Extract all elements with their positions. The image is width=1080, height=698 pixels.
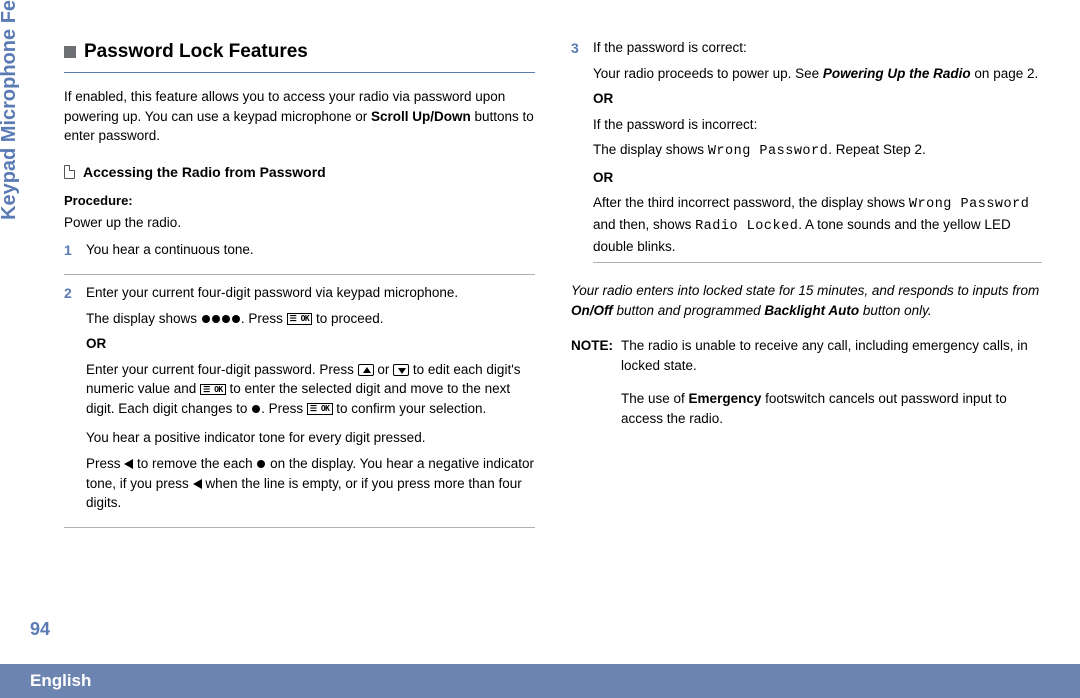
left-arrow-icon [193,479,202,489]
or-label: OR [593,89,1042,109]
text: button and programmed [613,303,765,318]
bold: Backlight Auto [764,303,859,318]
or-label: OR [593,168,1042,188]
xref: Powering Up the Radio [823,66,971,81]
bold: Emergency [689,391,762,406]
text: Your radio enters into locked state for … [571,283,1039,298]
title-underline [64,72,535,74]
lcd-text: Wrong Password [909,197,1029,212]
ok-button-icon: ☰ OK [307,403,333,415]
step2-p3: Enter your current four-digit password. … [86,360,535,419]
text: to proceed. [312,311,383,326]
section-title: Password Lock Features [84,38,308,66]
dot-icon [252,405,260,413]
text: The use of [621,391,689,406]
horizontal-rule [593,262,1042,263]
dot-icon [232,315,240,323]
up-button-icon [358,364,374,376]
section-vertical-label: Keypad Microphone Features [0,0,21,220]
s3-l5: After the third incorrect password, the … [593,193,1042,256]
s3-l4: The display shows Wrong Password. Repeat… [593,140,1042,162]
text: to confirm your selection. [333,401,487,416]
text: The display shows [593,142,708,157]
s3-l3: If the password is incorrect: [593,115,1042,135]
step-body: Enter your current four-digit password v… [86,283,535,519]
lcd-text: Radio Locked [695,219,798,234]
s3-l2: Your radio proceeds to power up. See Pow… [593,64,1042,84]
title-row: Password Lock Features [64,38,535,66]
text: . Press [261,401,307,416]
step-number: 3 [571,38,583,273]
document-icon [64,165,75,179]
text: Press [86,456,124,471]
text: After the third incorrect password, the … [593,195,909,210]
text: or [374,362,394,377]
subheading-row: Accessing the Radio from Password [64,162,535,182]
subheading: Accessing the Radio from Password [83,162,326,182]
s3-l1: If the password is correct: [593,38,1042,58]
dot-icon [212,315,220,323]
intro-bold: Scroll Up/Down [371,109,471,124]
step-body: If the password is correct: Your radio p… [593,38,1042,273]
text: on page 2. [971,66,1039,81]
text: The display shows [86,311,201,326]
intro-paragraph: If enabled, this feature allows you to a… [64,87,535,146]
down-button-icon [393,364,409,376]
step-number: 1 [64,240,76,266]
text: to remove the each [133,456,256,471]
dot-icon [222,315,230,323]
locked-state-note: Your radio enters into locked state for … [571,281,1042,320]
step-3: 3 If the password is correct: Your radio… [571,38,1042,273]
text: . Press [241,311,287,326]
step-1: 1 You hear a continuous tone. [64,240,535,275]
procedure-label: Procedure: [64,192,535,211]
ok-button-icon: ☰ OK [200,384,226,396]
text: and then, shows [593,217,695,232]
step1-text: You hear a continuous tone. [86,240,535,260]
note-body: The radio is unable to receive any call,… [621,336,1042,428]
step2-p5: Press to remove the each on the display.… [86,454,535,513]
text: button only. [859,303,932,318]
step-body: You hear a continuous tone. [86,240,535,266]
note-p1: The radio is unable to receive any call,… [621,336,1042,375]
footer-language: English [30,671,91,691]
ok-button-icon: ☰ OK [287,313,313,325]
footer-bar: English [0,664,1080,698]
page-number: 94 [30,619,50,640]
page-content: Password Lock Features If enabled, this … [64,38,1042,628]
step-2: 2 Enter your current four-digit password… [64,283,535,528]
dot-icon [257,460,265,468]
square-marker-icon [64,46,76,58]
right-column: 3 If the password is correct: Your radio… [571,38,1042,628]
procedure-line: Power up the radio. [64,213,535,233]
text: Enter your current four-digit password. … [86,362,358,377]
text: Your radio proceeds to power up. See [593,66,823,81]
step2-p2: The display shows . Press ☰ OK to procee… [86,309,535,329]
text: . Repeat Step 2. [828,142,926,157]
step2-p4: You hear a positive indicator tone for e… [86,428,535,448]
lcd-text: Wrong Password [708,144,828,159]
left-column: Password Lock Features If enabled, this … [64,38,535,628]
left-arrow-icon [124,459,133,469]
or-label: OR [86,334,535,354]
step2-p1: Enter your current four-digit password v… [86,283,535,303]
dot-icon [202,315,210,323]
bold: On/Off [571,303,613,318]
note-p2: The use of Emergency footswitch cancels … [621,389,1042,428]
note-label: NOTE: [571,336,613,428]
note-block: NOTE: The radio is unable to receive any… [571,336,1042,428]
step-number: 2 [64,283,76,519]
